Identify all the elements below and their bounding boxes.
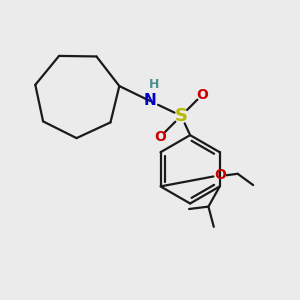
Text: O: O: [154, 130, 166, 144]
Text: N: N: [144, 94, 156, 109]
Text: S: S: [175, 107, 188, 125]
Text: O: O: [214, 168, 226, 182]
Text: O: O: [196, 88, 208, 102]
Text: H: H: [149, 78, 160, 91]
